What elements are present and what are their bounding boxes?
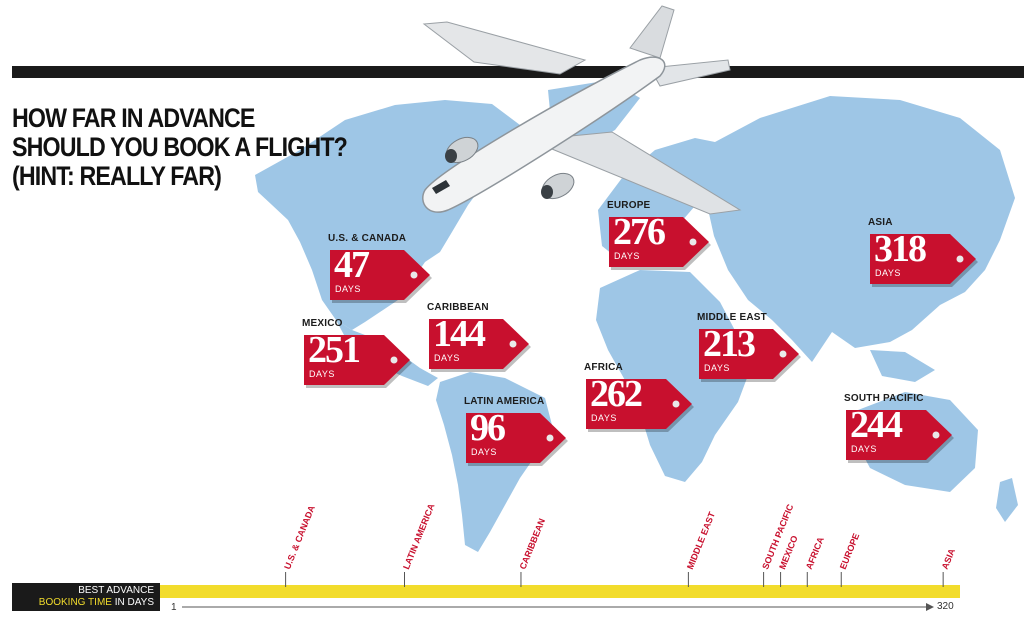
region-name: AFRICA	[584, 362, 623, 373]
price-tag-shape	[586, 379, 694, 432]
legend-highlight: BOOKING TIME	[38, 597, 112, 608]
africa-shape	[596, 270, 750, 482]
legend-line-1: BEST ADVANCE	[78, 585, 154, 596]
new-zealand-shape	[996, 478, 1018, 522]
axis-legend: BEST ADVANCE BOOKING TIME IN DAYS	[12, 583, 160, 611]
tag-body	[699, 329, 799, 379]
days-value: 213	[703, 323, 756, 365]
tag-hole	[932, 431, 940, 439]
region-name: LATIN AMERICA	[464, 396, 545, 407]
southeast-asia-shape	[870, 350, 935, 382]
tag-body	[870, 234, 976, 284]
price-tag-shape	[466, 413, 568, 466]
days-label: DAYS	[704, 363, 730, 373]
airplane-fuselage	[422, 56, 666, 213]
price-tag-shape	[699, 329, 801, 382]
tag-hole	[390, 356, 398, 364]
title-line-2: SHOULD YOU BOOK A FLIGHT?	[12, 132, 348, 162]
region-name: MEXICO	[302, 318, 343, 329]
days-label: DAYS	[335, 284, 361, 294]
tag-body	[330, 250, 430, 300]
airplane-wings	[422, 5, 742, 215]
price-tag-shape	[609, 217, 711, 270]
days-label: DAYS	[851, 444, 877, 454]
title-line-1: HOW FAR IN ADVANCE	[12, 103, 255, 133]
days-label: DAYS	[614, 251, 640, 261]
region-name: U.S. & CANADA	[328, 233, 407, 244]
tag-hole	[672, 400, 680, 408]
axis-label-u-s-canada: U.S. & CANADA	[282, 503, 317, 570]
days-value: 47	[334, 244, 370, 286]
tag-hole	[509, 340, 517, 348]
days-label: DAYS	[309, 369, 335, 379]
days-value: 96	[470, 407, 506, 449]
days-label: DAYS	[434, 353, 460, 363]
axis-bar	[160, 585, 960, 598]
tag-hole	[779, 350, 787, 358]
days-value: 276	[613, 211, 666, 253]
days-value: 144	[433, 313, 486, 355]
days-label: DAYS	[875, 268, 901, 278]
days-label: DAYS	[471, 447, 497, 457]
tag-hole	[410, 271, 418, 279]
axis-label-caribbean: CARIBBEAN	[518, 517, 548, 571]
region-name: MIDDLE EAST	[697, 312, 767, 323]
price-tag-shape	[429, 319, 531, 372]
title-line-3: (HINT: REALLY FAR)	[12, 161, 222, 191]
tag-hole	[956, 255, 964, 263]
page-title: HOW FAR IN ADVANCE SHOULD YOU BOOK A FLI…	[12, 103, 348, 191]
days-value: 318	[874, 228, 927, 270]
tag-body	[429, 319, 529, 369]
days-label: DAYS	[591, 413, 617, 423]
price-tag-shape	[304, 335, 412, 388]
region-name: SOUTH PACIFIC	[844, 393, 924, 404]
tag-body	[586, 379, 692, 429]
region-name: EUROPE	[607, 200, 651, 211]
legend-line-2-rest: IN DAYS	[111, 597, 154, 608]
top-divider-bar	[12, 66, 1024, 78]
tag-hole	[689, 238, 697, 246]
legend-line-2: BOOKING TIME IN DAYS	[39, 597, 154, 608]
axis-label-latin-america: LATIN AMERICA	[401, 502, 437, 571]
tag-body	[609, 217, 709, 267]
axis-min-label: 1	[171, 602, 177, 613]
days-value: 262	[590, 373, 643, 415]
tag-body	[846, 410, 952, 460]
airplane-engines	[445, 136, 575, 200]
asia-shape	[700, 96, 1015, 362]
axis-label-asia: ASIA	[940, 547, 958, 571]
tag-body	[304, 335, 410, 385]
region-name: ASIA	[868, 217, 893, 228]
days-value: 244	[850, 404, 903, 446]
axis-label-europe: EUROPE	[838, 532, 862, 571]
region-name: CARIBBEAN	[427, 302, 489, 313]
tag-hole	[546, 434, 554, 442]
axis-max-label: 320	[937, 601, 954, 612]
axis-label-africa: AFRICA	[804, 535, 826, 571]
price-tag-shape	[330, 250, 432, 303]
days-value: 251	[308, 329, 361, 371]
price-tag-shape	[846, 410, 954, 463]
axis-label-middle-east: MIDDLE EAST	[685, 510, 717, 571]
tag-body	[466, 413, 566, 463]
price-tag-shape	[870, 234, 978, 287]
axis-arrow-head	[926, 603, 934, 611]
